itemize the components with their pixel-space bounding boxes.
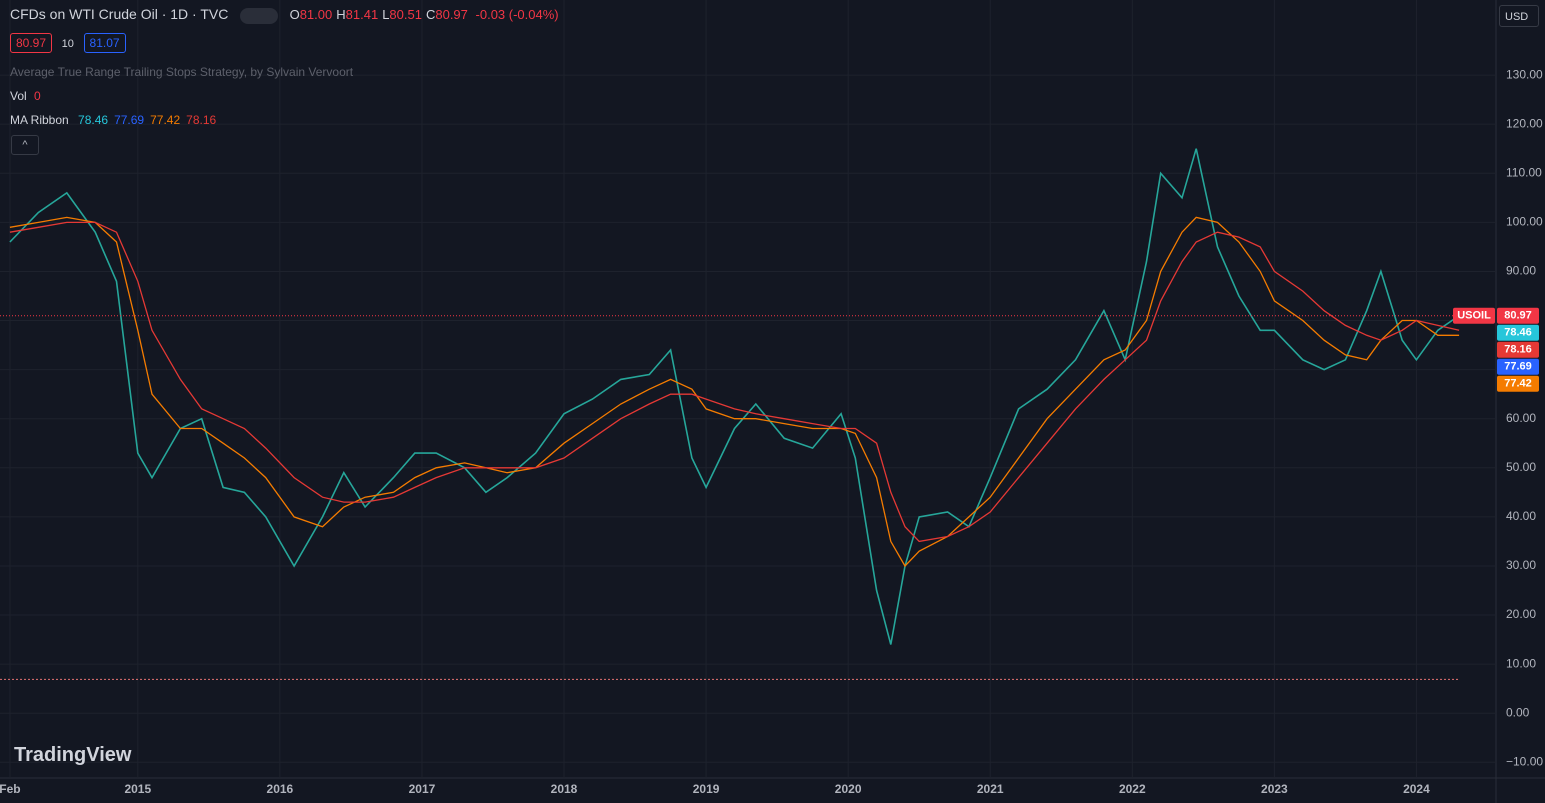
price-tag xyxy=(1497,324,1539,341)
symbol-tag-label: USOIL xyxy=(1457,310,1491,322)
y-tick-label: 120.00 xyxy=(1506,116,1543,130)
x-tick-label: Feb xyxy=(0,782,21,796)
x-tick-label: 2020 xyxy=(835,782,862,796)
price-tag-label: 78.16 xyxy=(1504,344,1532,356)
ma-value: 78.46 xyxy=(78,113,109,127)
grid xyxy=(0,0,1496,778)
y-tick-label: 60.00 xyxy=(1506,411,1536,425)
ohlc-key: O xyxy=(289,7,300,22)
ohlc: O81.00 H81.41 L80.51 C80.97 xyxy=(290,7,472,22)
y-tick-label: 30.00 xyxy=(1506,558,1536,572)
spread: 10 xyxy=(61,38,74,50)
ma-value: 77.42 xyxy=(150,113,181,127)
symbol-tag xyxy=(1453,307,1495,324)
y-tick-label: 130.00 xyxy=(1506,67,1543,81)
y-tick-label: 0.00 xyxy=(1506,705,1530,719)
currency-select[interactable]: USD xyxy=(1499,5,1539,27)
series-line xyxy=(9,148,1460,645)
strategy[interactable]: Average True Range Trailing Stops Strate… xyxy=(10,65,354,79)
bid[interactable]: 80.97 xyxy=(10,33,53,53)
price-tag-label: 80.97 xyxy=(1504,310,1532,322)
y-tick-label: −10.00 xyxy=(1506,754,1543,768)
x-tick-label: 2023 xyxy=(1261,782,1288,796)
collapse-button[interactable]: ^ xyxy=(11,135,39,155)
vol-row: Vol 0 xyxy=(10,89,41,103)
y-tick-label: 40.00 xyxy=(1506,509,1536,523)
logo: TradingView xyxy=(14,744,132,766)
price-tag xyxy=(1497,307,1539,324)
ohlc-value: 81.00 xyxy=(299,7,333,22)
ma-label: MA Ribbon xyxy=(10,113,69,127)
price-tag-label: 78.46 xyxy=(1504,327,1532,339)
price-tag xyxy=(1497,358,1539,375)
status-toggle[interactable] xyxy=(239,7,278,24)
series-line xyxy=(9,216,1460,568)
x-tick-label: 2018 xyxy=(551,782,578,796)
vol-label: Vol xyxy=(10,89,27,103)
price-tag xyxy=(1497,375,1539,392)
y-tick-label: 10.00 xyxy=(1506,656,1536,670)
x-tick-label: 2022 xyxy=(1119,782,1146,796)
x-tick-label: 2016 xyxy=(267,782,294,796)
change: -0.03 (-0.04%) xyxy=(475,7,559,22)
ma-row: MA Ribbon 78.46 77.69 77.42 78.16 xyxy=(10,113,216,127)
ma-value: 77.69 xyxy=(114,113,145,127)
ohlc-value: 80.97 xyxy=(435,7,468,22)
x-tick-label: 2024 xyxy=(1403,782,1430,796)
ohlc-key: L xyxy=(382,7,390,22)
ohlc-key: H xyxy=(336,7,346,22)
ohlc-value: 80.51 xyxy=(389,7,422,22)
x-tick-label: 2021 xyxy=(977,782,1004,796)
y-tick-label: 110.00 xyxy=(1506,165,1542,179)
legend-header: CFDs on WTI Crude Oil · 1D · TVC O81.00 H… xyxy=(10,6,559,24)
x-tick-label: 2019 xyxy=(693,782,720,796)
x-tick-label: 2017 xyxy=(409,782,436,796)
y-tick-label: 100.00 xyxy=(1506,215,1543,229)
y-tick-label: 90.00 xyxy=(1506,264,1536,278)
price-tag-label: 77.69 xyxy=(1504,361,1532,373)
symbol[interactable]: CFDs on WTI Crude Oil · 1D · TVC xyxy=(10,6,229,22)
ohlc-value: 81.41 xyxy=(345,7,379,22)
y-tick-label: 20.00 xyxy=(1506,607,1536,621)
price-axis xyxy=(1496,0,1545,803)
ohlc-key: C xyxy=(425,7,436,22)
vol-value: 0 xyxy=(34,89,41,103)
quote-row: 80.97 10 81.07 xyxy=(10,33,126,53)
y-tick-label: 50.00 xyxy=(1506,460,1536,474)
price-tag xyxy=(1497,341,1539,358)
ma-value: 78.16 xyxy=(186,113,217,127)
ask[interactable]: 81.07 xyxy=(83,33,126,53)
x-tick-label: 2015 xyxy=(124,782,151,796)
price-tag-label: 77.42 xyxy=(1504,378,1532,390)
series-line xyxy=(9,221,1460,543)
